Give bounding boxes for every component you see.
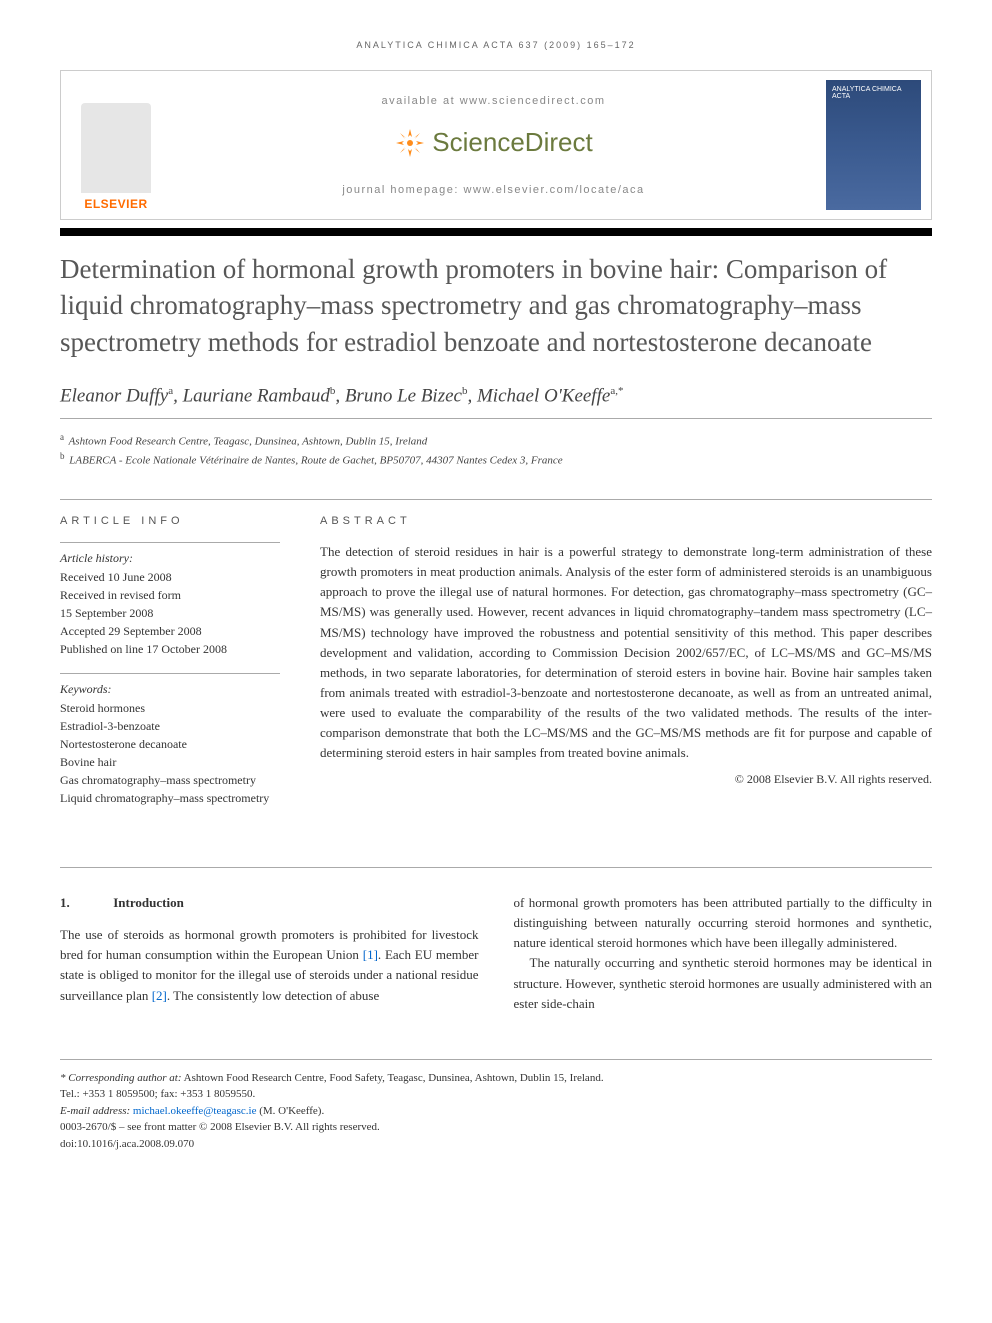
citation-link[interactable]: [1] <box>363 947 378 962</box>
author-aff-marker: a,* <box>610 385 623 397</box>
doi-line: doi:10.1016/j.aca.2008.09.070 <box>60 1136 932 1153</box>
journal-cover-title: ANALYTICA CHIMICA ACTA <box>826 80 921 106</box>
issn-copyright-line: 0003-2670/$ – see front matter © 2008 El… <box>60 1119 932 1136</box>
section-heading: 1. Introduction <box>60 893 479 913</box>
body-text: . The consistently low detection of abus… <box>167 988 379 1003</box>
page-footer: * Corresponding author at: Ashtown Food … <box>60 1059 932 1153</box>
affiliation-key: b <box>60 451 65 461</box>
keyword-item: Gas chromatography–mass spectrometry <box>60 771 280 789</box>
abstract-header: ABSTRACT <box>320 515 932 527</box>
sciencedirect-burst-icon <box>394 127 426 159</box>
info-abstract-row: ARTICLE INFO Article history: Received 1… <box>60 499 932 822</box>
body-column-left: 1. Introduction The use of steroids as h… <box>60 893 479 1014</box>
branding-banner: ELSEVIER available at www.sciencedirect.… <box>60 70 932 220</box>
keyword-item: Estradiol-3-benzoate <box>60 717 280 735</box>
body-paragraph: The naturally occurring and synthetic st… <box>514 953 933 1013</box>
corr-email-line: E-mail address: michael.okeeffe@teagasc.… <box>60 1103 932 1120</box>
section-title: Introduction <box>113 895 184 910</box>
history-line: Accepted 29 September 2008 <box>60 622 280 640</box>
journal-homepage-text: journal homepage: www.elsevier.com/locat… <box>181 184 806 196</box>
citation-link[interactable]: [2] <box>152 988 167 1003</box>
affiliation-text: LABERCA - Ecole Nationale Vétérinaire de… <box>69 454 562 466</box>
center-branding: available at www.sciencedirect.com <box>171 85 816 206</box>
elsevier-tree-icon <box>81 103 151 193</box>
author-aff-marker: a <box>168 385 173 397</box>
title-separator-bar <box>60 228 932 236</box>
keyword-item: Nortestosterone decanoate <box>60 735 280 753</box>
keyword-item: Liquid chromatography–mass spectrometry <box>60 789 280 807</box>
article-history-block: Article history: Received 10 June 2008 R… <box>60 542 280 658</box>
abstract-text: The detection of steroid residues in hai… <box>320 542 932 764</box>
author-name: Bruno Le Bizec <box>345 386 462 407</box>
corresponding-author-line: * Corresponding author at: Ashtown Food … <box>60 1070 932 1087</box>
affiliation-text: Ashtown Food Research Centre, Teagasc, D… <box>69 435 428 447</box>
keywords-label: Keywords: <box>60 682 280 697</box>
email-suffix: (M. O'Keeffe). <box>256 1105 324 1117</box>
history-line: Received 10 June 2008 <box>60 568 280 586</box>
keywords-block: Keywords: Steroid hormones Estradiol-3-b… <box>60 673 280 807</box>
corr-tel-fax: Tel.: +353 1 8059500; fax: +353 1 805955… <box>60 1086 932 1103</box>
email-link[interactable]: michael.okeeffe@teagasc.ie <box>133 1105 257 1117</box>
available-at-text: available at www.sciencedirect.com <box>181 95 806 107</box>
author-aff-marker: b <box>330 385 336 397</box>
affiliation-line: a Ashtown Food Research Centre, Teagasc,… <box>60 431 932 450</box>
author-aff-marker: b <box>462 385 468 397</box>
elsevier-logo-box: ELSEVIER <box>61 71 171 219</box>
history-line: 15 September 2008 <box>60 604 280 622</box>
abstract-column: ABSTRACT The detection of steroid residu… <box>320 515 932 822</box>
sciencedirect-wordmark: ScienceDirect <box>432 127 592 158</box>
affiliation-line: b LABERCA - Ecole Nationale Vétérinaire … <box>60 450 932 469</box>
body-paragraph: of hormonal growth promoters has been at… <box>514 893 933 953</box>
body-paragraph: The use of steroids as hormonal growth p… <box>60 925 479 1006</box>
sciencedirect-logo[interactable]: ScienceDirect <box>181 127 806 159</box>
authors-line: Eleanor Duffya, Lauriane Rambaudb, Bruno… <box>60 385 932 418</box>
article-info-header: ARTICLE INFO <box>60 515 280 527</box>
article-title: Determination of hormonal growth promote… <box>60 251 932 360</box>
author-name: Lauriane Rambaud <box>183 386 330 407</box>
affiliation-key: a <box>60 432 64 442</box>
corr-label: * Corresponding author at: <box>60 1072 182 1084</box>
elsevier-wordmark: ELSEVIER <box>84 197 147 211</box>
history-line: Published on line 17 October 2008 <box>60 640 280 658</box>
author-name: Michael O'Keeffe <box>477 386 610 407</box>
history-line: Received in revised form <box>60 586 280 604</box>
journal-cover-thumbnail: ANALYTICA CHIMICA ACTA <box>826 80 921 210</box>
author-name: Eleanor Duffy <box>60 386 168 407</box>
abstract-copyright: © 2008 Elsevier B.V. All rights reserved… <box>320 772 932 787</box>
journal-reference-header: ANALYTICA CHIMICA ACTA 637 (2009) 165–17… <box>60 40 932 50</box>
keyword-item: Bovine hair <box>60 753 280 771</box>
article-info-column: ARTICLE INFO Article history: Received 1… <box>60 515 280 822</box>
section-number: 1. <box>60 893 110 913</box>
email-label: E-mail address: <box>60 1105 133 1117</box>
keyword-item: Steroid hormones <box>60 699 280 717</box>
body-column-right: of hormonal growth promoters has been at… <box>514 893 933 1014</box>
corr-text: Ashtown Food Research Centre, Food Safet… <box>182 1072 604 1084</box>
body-columns: 1. Introduction The use of steroids as h… <box>60 867 932 1014</box>
history-label: Article history: <box>60 551 280 566</box>
